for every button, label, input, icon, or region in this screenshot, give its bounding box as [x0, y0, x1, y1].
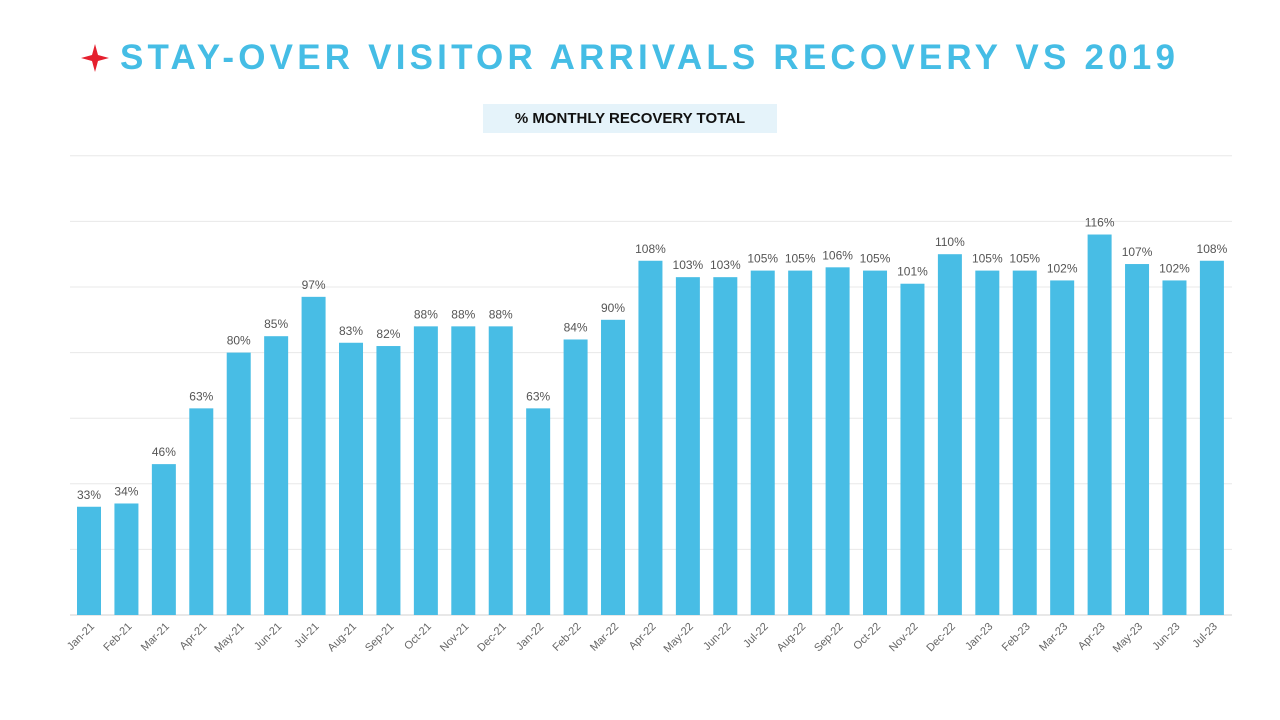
data-label: 105%	[785, 252, 816, 266]
bar-mar-21	[151, 464, 176, 615]
bar-feb-23	[1012, 270, 1037, 615]
x-tick-label: Jan-21	[65, 621, 97, 653]
x-tick-label: Mar-22	[588, 621, 621, 654]
x-tick-label: Oct-21	[402, 621, 434, 653]
x-tick-label: Apr-22	[627, 621, 659, 653]
bar-nov-22	[900, 283, 925, 615]
bar-may-22	[675, 277, 700, 615]
x-tick-label: May-23	[1111, 621, 1145, 655]
bar-jul-22	[750, 270, 775, 615]
data-label: 97%	[302, 278, 326, 292]
bar-sep-21	[376, 346, 401, 615]
bar-feb-21	[114, 503, 139, 615]
bar-dec-22	[937, 254, 962, 615]
data-label: 63%	[189, 389, 213, 403]
x-tick-label: Sep-22	[812, 621, 846, 655]
x-tick-label: Jul-21	[292, 621, 322, 651]
bar-nov-21	[451, 326, 476, 615]
title-row: STAY-OVER VISITOR ARRIVALS RECOVERY VS 2…	[80, 36, 1179, 80]
bar-may-21	[226, 352, 251, 615]
bar-may-23	[1125, 264, 1150, 615]
data-label: 106%	[822, 248, 853, 262]
data-label: 105%	[972, 252, 1003, 266]
x-tick-label: Dec-21	[475, 621, 509, 655]
x-tick-label: Jun-21	[252, 621, 284, 653]
data-label: 46%	[152, 445, 176, 459]
x-tick-label: Aug-21	[326, 621, 360, 655]
data-label: 80%	[227, 334, 251, 348]
x-tick-label: Apr-23	[1076, 621, 1108, 653]
bar-apr-21	[189, 408, 214, 615]
data-label: 103%	[710, 258, 741, 272]
x-tick-label: Sep-21	[363, 621, 397, 655]
bar-mar-23	[1050, 280, 1075, 615]
bar-jun-22	[713, 277, 738, 615]
data-label: 63%	[526, 389, 550, 403]
bar-dec-21	[488, 326, 513, 615]
x-tick-label: May-22	[662, 621, 696, 655]
x-tick-label: Feb-23	[1000, 621, 1033, 654]
data-label: 85%	[264, 317, 288, 331]
x-tick-label: Oct-22	[851, 621, 883, 653]
data-label: 105%	[1009, 252, 1040, 266]
data-label: 108%	[1197, 242, 1228, 256]
data-label: 102%	[1047, 261, 1078, 275]
data-label: 105%	[747, 252, 778, 266]
x-tick-label: Nov-21	[438, 621, 472, 655]
bar-apr-22	[638, 260, 663, 615]
chart-title: % MONTHLY RECOVERY TOTAL	[483, 104, 777, 133]
x-tick-label: Mar-23	[1037, 621, 1070, 654]
x-tick-label: May-21	[212, 621, 246, 655]
data-label: 103%	[673, 258, 704, 272]
bar-jan-22	[526, 408, 551, 615]
data-label: 82%	[376, 327, 400, 341]
data-label: 34%	[114, 484, 138, 498]
x-tick-label: Jun-22	[701, 621, 733, 653]
data-label: 110%	[935, 235, 965, 249]
bar-jan-21	[77, 506, 101, 615]
bar-jun-21	[264, 336, 289, 615]
data-label: 88%	[451, 307, 475, 321]
data-label: 90%	[601, 301, 625, 315]
page-title: STAY-OVER VISITOR ARRIVALS RECOVERY VS 2…	[120, 38, 1180, 77]
data-label: 101%	[897, 265, 928, 279]
bar-jul-21	[301, 296, 326, 615]
bar-mar-22	[601, 319, 626, 615]
x-tick-label: Jun-23	[1150, 621, 1182, 653]
x-tick-label: Aug-22	[775, 621, 809, 655]
bar-aug-21	[339, 342, 364, 615]
x-tick-label: Jul-22	[741, 621, 771, 651]
x-tick-label: Jan-23	[963, 621, 995, 653]
bar-apr-23	[1087, 234, 1112, 615]
bar-feb-22	[563, 339, 588, 615]
data-label: 88%	[489, 307, 513, 321]
data-label: 83%	[339, 324, 363, 338]
bar-jul-23	[1199, 260, 1224, 615]
x-tick-label: Jul-23	[1190, 621, 1220, 651]
data-label: 102%	[1159, 261, 1190, 275]
bar-jun-23	[1162, 280, 1187, 615]
four-point-star-icon	[81, 44, 109, 72]
data-label: 33%	[77, 488, 101, 502]
data-label: 105%	[860, 252, 891, 266]
x-tick-label: Feb-22	[551, 621, 584, 654]
data-label: 108%	[635, 242, 666, 256]
x-tick-label: Feb-21	[101, 621, 134, 654]
x-tick-label: Mar-21	[139, 621, 172, 654]
x-tick-label: Nov-22	[887, 621, 921, 655]
data-label: 84%	[564, 320, 588, 334]
bar-aug-22	[788, 270, 813, 615]
bar-oct-21	[413, 326, 438, 615]
x-tick-label: Jan-22	[514, 621, 546, 653]
data-label: 116%	[1085, 216, 1115, 230]
x-tick-label: Dec-22	[924, 621, 958, 655]
bar-sep-22	[825, 267, 850, 615]
data-label: 88%	[414, 307, 438, 321]
data-label: 107%	[1122, 245, 1153, 259]
bar-jan-23	[975, 270, 1000, 615]
bar-oct-22	[863, 270, 888, 615]
x-tick-label: Apr-21	[178, 621, 210, 653]
